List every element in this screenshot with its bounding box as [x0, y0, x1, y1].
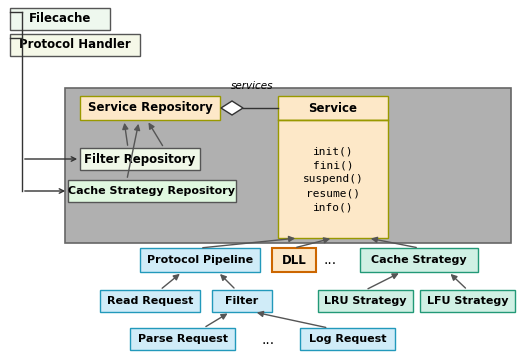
Bar — [278, 120, 388, 238]
Text: LRU Strategy: LRU Strategy — [324, 296, 407, 306]
Bar — [10, 34, 140, 56]
Bar — [272, 248, 316, 272]
Text: Cache Strategy Repository: Cache Strategy Repository — [69, 186, 235, 196]
Text: LFU Strategy: LFU Strategy — [427, 296, 508, 306]
Text: Filter Repository: Filter Repository — [84, 152, 195, 166]
Text: Protocol Pipeline: Protocol Pipeline — [147, 255, 253, 265]
Text: services: services — [231, 81, 273, 91]
Bar — [212, 290, 272, 312]
Text: ...: ... — [323, 253, 336, 267]
Bar — [278, 96, 388, 120]
Bar — [140, 248, 260, 272]
Bar — [130, 328, 235, 350]
Bar — [420, 290, 515, 312]
Text: Read Request: Read Request — [107, 296, 193, 306]
Text: Filter: Filter — [225, 296, 259, 306]
Bar — [80, 148, 200, 170]
Text: DLL: DLL — [281, 253, 307, 267]
Bar — [10, 8, 110, 30]
Polygon shape — [221, 101, 243, 115]
Bar — [65, 88, 511, 243]
Text: Service Repository: Service Repository — [88, 102, 212, 114]
Text: ...: ... — [261, 333, 275, 347]
Text: Protocol Handler: Protocol Handler — [19, 38, 131, 52]
Text: Service: Service — [309, 102, 357, 114]
Bar — [300, 328, 395, 350]
Bar — [80, 96, 220, 120]
Text: init()
fini()
suspend()
resume()
info(): init() fini() suspend() resume() info() — [303, 146, 363, 212]
Text: Log Request: Log Request — [309, 334, 386, 344]
Bar — [100, 290, 200, 312]
Bar — [360, 248, 478, 272]
Text: Filecache: Filecache — [29, 12, 91, 25]
Text: Parse Request: Parse Request — [137, 334, 227, 344]
Bar — [68, 180, 236, 202]
Bar — [318, 290, 413, 312]
Text: Cache Strategy: Cache Strategy — [371, 255, 467, 265]
